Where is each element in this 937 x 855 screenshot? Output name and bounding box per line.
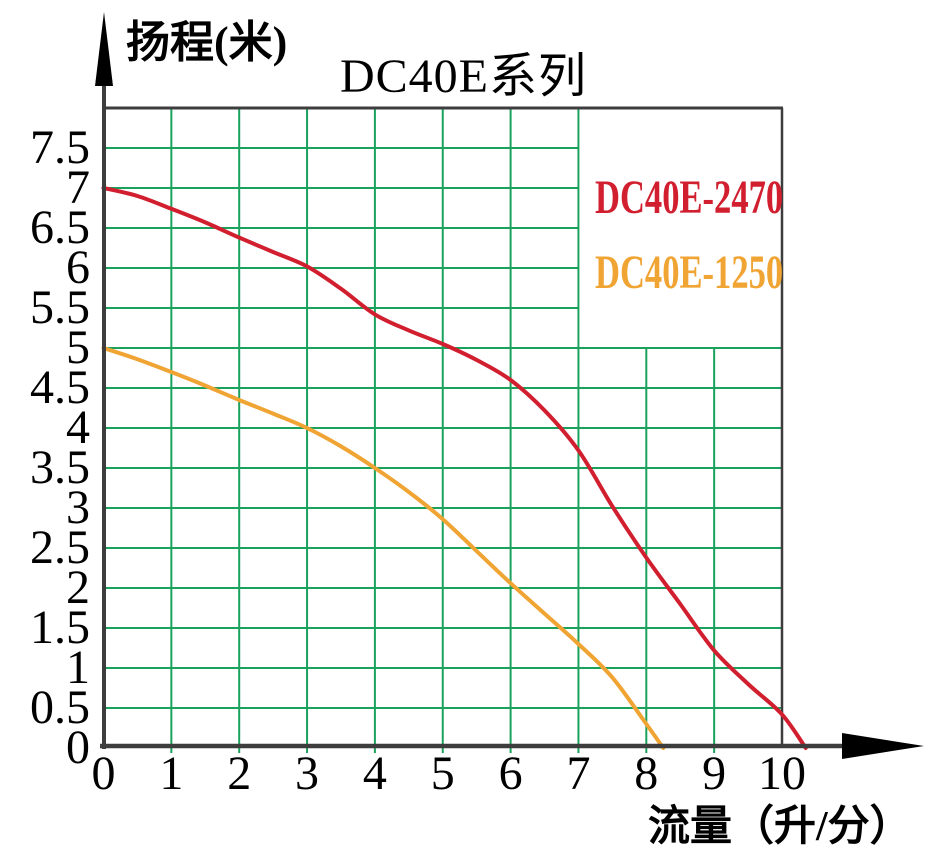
legend-background xyxy=(579,109,781,347)
y-tick-label: 1.5 xyxy=(30,601,90,654)
y-tick-label: 6 xyxy=(66,241,90,294)
x-tick-label: 1 xyxy=(159,747,184,800)
x-tick-label: 6 xyxy=(498,747,523,800)
curve-dc40e-1250 xyxy=(101,346,666,750)
x-tick-label: 3 xyxy=(295,747,320,800)
y-tick-label: 3.5 xyxy=(30,441,90,494)
y-axis-label: 扬程(米) xyxy=(126,18,288,67)
y-tick-label: 3 xyxy=(66,481,90,534)
y-tick-label: 0.5 xyxy=(30,681,90,734)
x-tick-label: 9 xyxy=(702,747,727,800)
x-axis-label: 流量（升/分） xyxy=(648,804,912,850)
chart-title: DC40E系列 xyxy=(340,50,588,103)
x-tick-label: 2 xyxy=(227,747,252,800)
legend-entry-dc40e-1250: DC40E-1250 xyxy=(595,245,856,300)
y-tick-label: 7 xyxy=(66,161,90,214)
y-tick-label: 2 xyxy=(66,561,90,614)
x-tick-label: 0 xyxy=(91,747,116,800)
y-tick-label: 1 xyxy=(66,641,90,694)
legend-entry-dc40e-2470: DC40E-2470 xyxy=(595,170,856,225)
y-tick-label: 4.5 xyxy=(30,361,90,414)
legend-label: DC40E-2470 xyxy=(595,171,784,224)
y-tick-label: 0 xyxy=(66,721,90,774)
x-tick-label: 10 xyxy=(758,747,806,800)
y-tick-label: 5 xyxy=(66,321,90,374)
y-tick-label: 6.5 xyxy=(30,201,90,254)
legend-label: DC40E-1250 xyxy=(595,246,784,299)
x-tick-label: 7 xyxy=(566,747,591,800)
x-axis-arrow-icon xyxy=(842,733,924,759)
x-tick-label: 4 xyxy=(362,747,387,800)
x-tick-label: 8 xyxy=(634,747,659,800)
y-axis-arrow-icon xyxy=(95,12,113,86)
y-tick-label: 5.5 xyxy=(30,281,90,334)
curve-dc40e-2470 xyxy=(101,186,808,750)
x-tick-label: 5 xyxy=(430,747,455,800)
y-tick-label: 4 xyxy=(66,401,90,454)
y-tick-label: 7.5 xyxy=(30,121,90,174)
y-tick-label: 2.5 xyxy=(30,521,90,574)
